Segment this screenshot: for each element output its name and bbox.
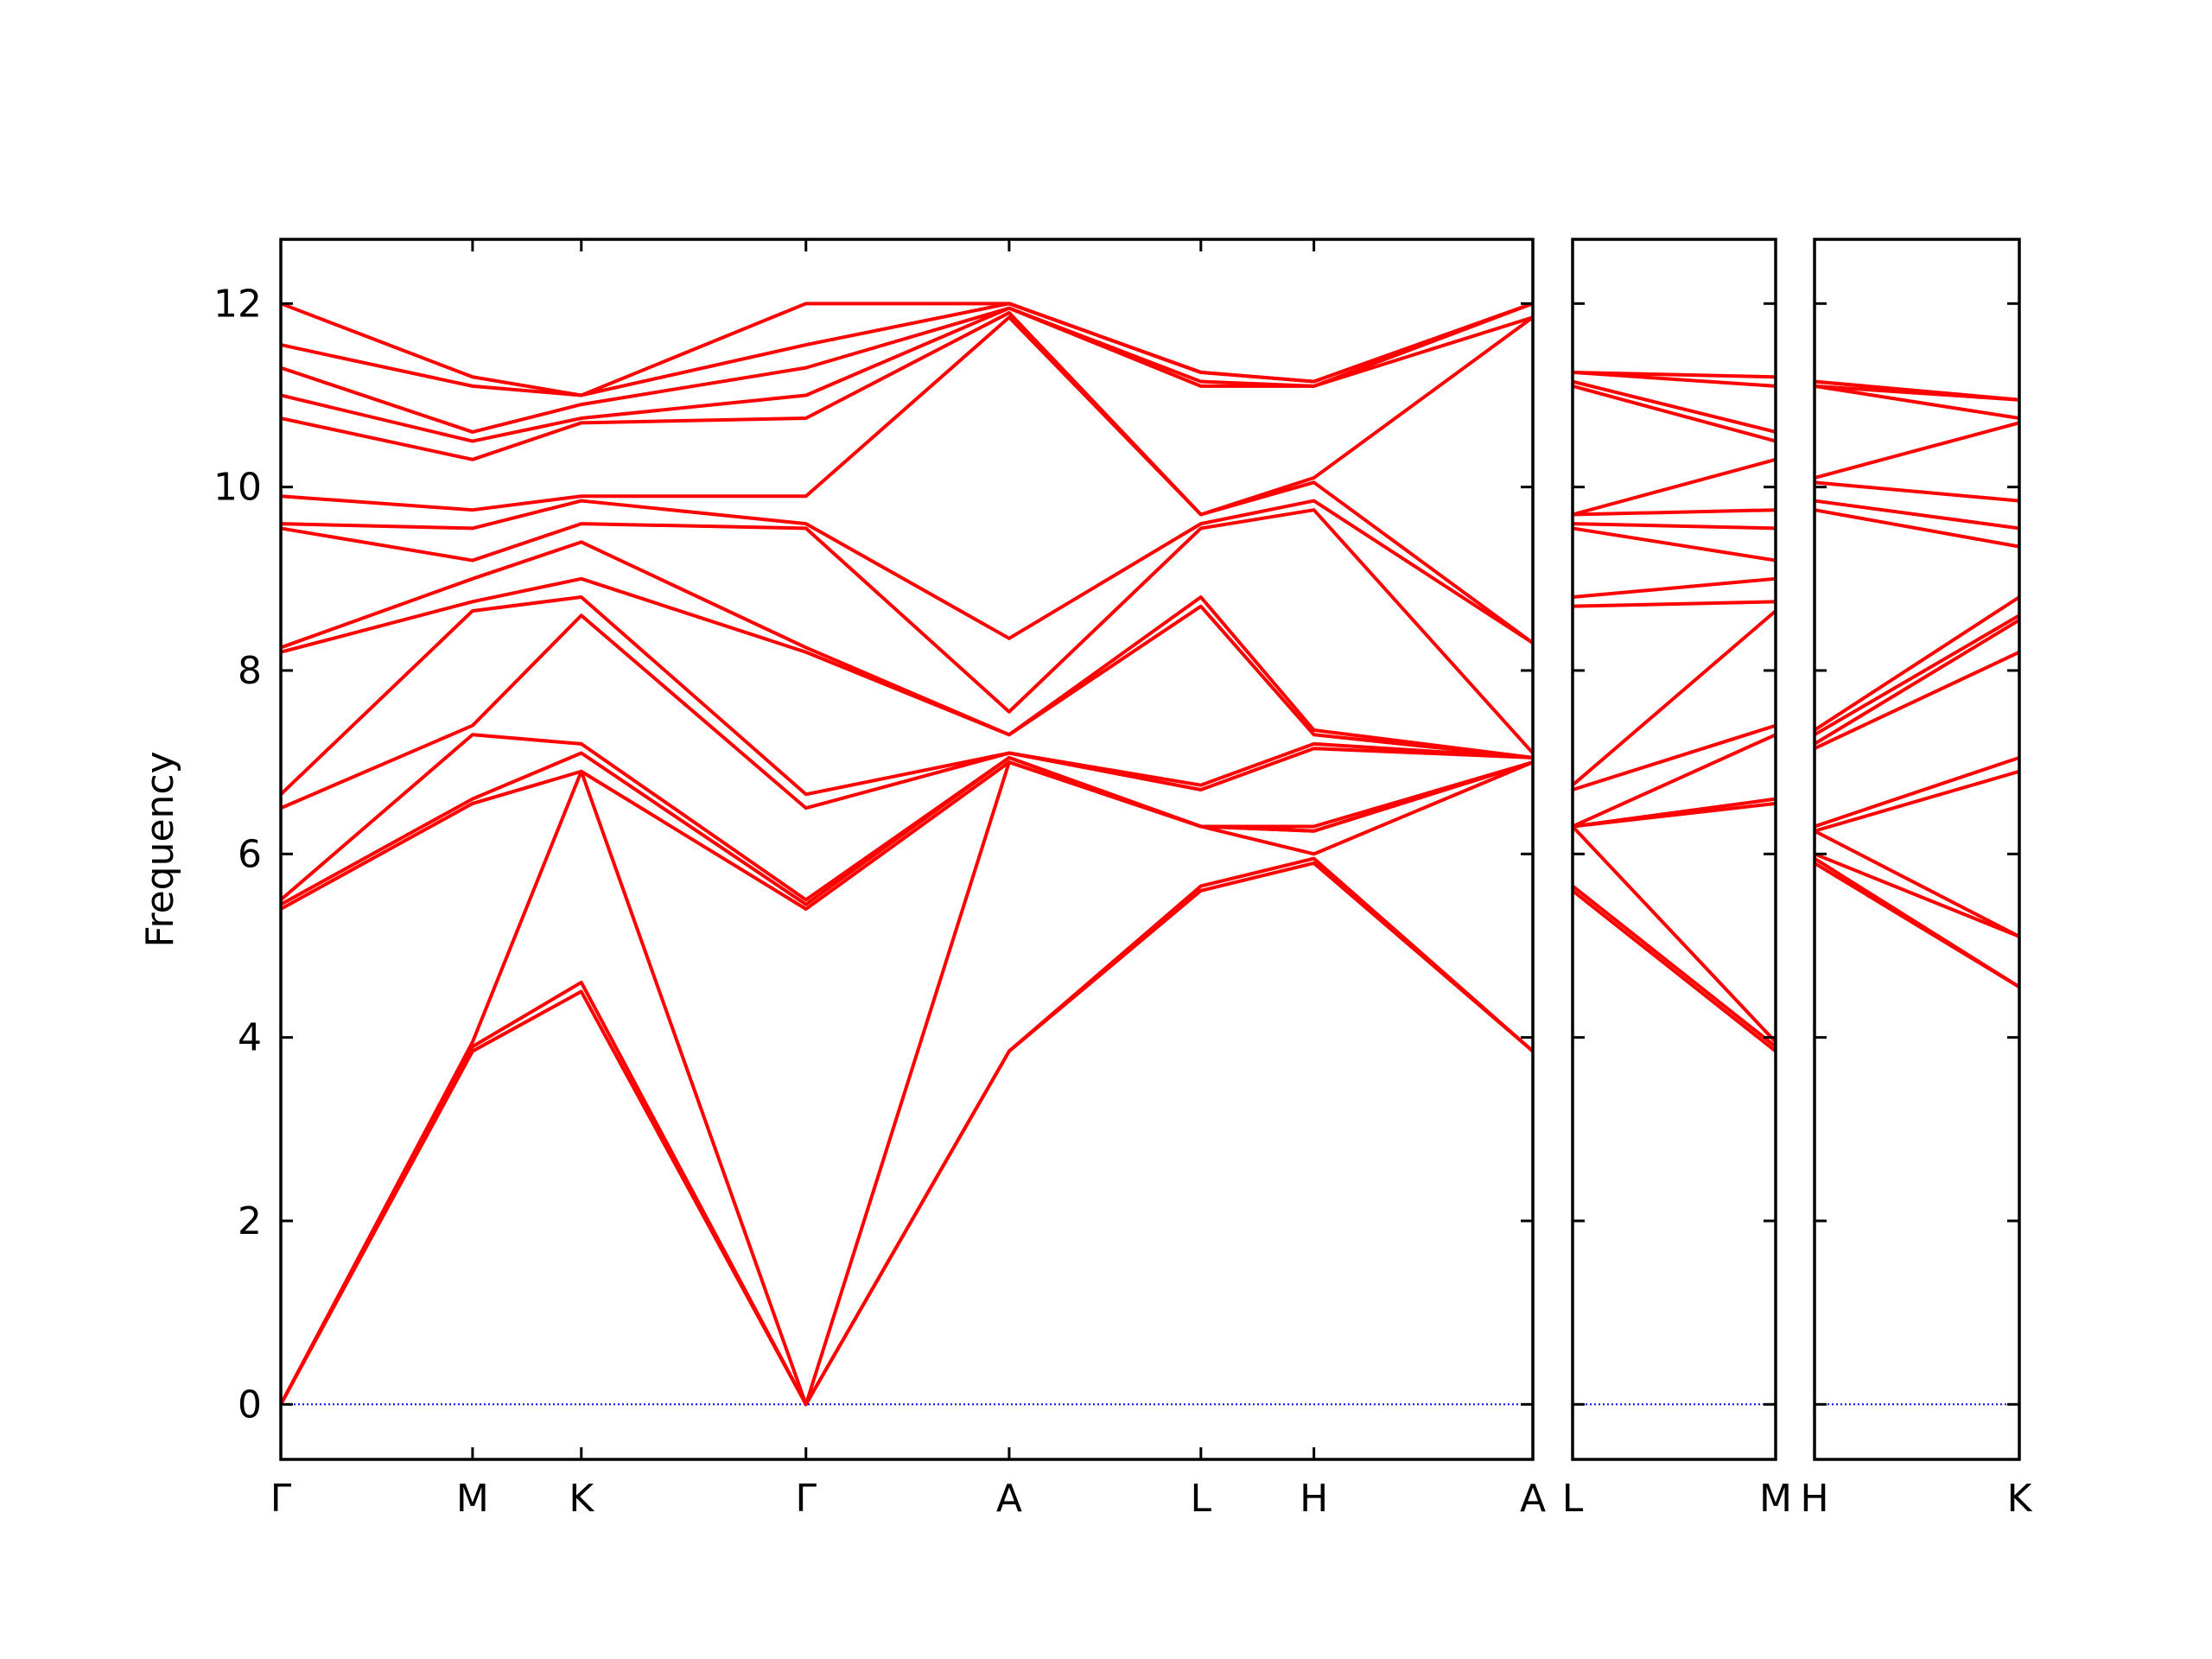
band bbox=[1572, 600, 1777, 608]
x-tick-label: A bbox=[996, 1477, 1022, 1521]
band bbox=[279, 861, 1535, 1407]
x-tick-label: H bbox=[1300, 1477, 1328, 1521]
band bbox=[280, 302, 1534, 434]
x-tick-label: Γ bbox=[795, 1477, 817, 1521]
band bbox=[1814, 852, 2020, 938]
band bbox=[280, 576, 1534, 760]
band bbox=[1814, 755, 2020, 829]
x-tick-label: L bbox=[1191, 1477, 1212, 1521]
band bbox=[1572, 797, 1777, 829]
band bbox=[280, 315, 1535, 645]
plot-frame bbox=[1813, 238, 2021, 1461]
y-tick-label: 2 bbox=[238, 1199, 262, 1243]
band bbox=[1813, 595, 2021, 732]
x-tick-label: K bbox=[569, 1477, 594, 1521]
band bbox=[280, 613, 1534, 810]
band bbox=[1814, 508, 2020, 549]
band bbox=[279, 856, 1535, 1407]
band bbox=[280, 310, 1535, 517]
band bbox=[280, 302, 1534, 397]
band bbox=[1572, 508, 1777, 517]
x-tick-label: K bbox=[2007, 1477, 2033, 1521]
y-tick-label: 8 bbox=[238, 649, 262, 693]
band bbox=[280, 540, 1534, 760]
band bbox=[1572, 723, 1777, 791]
x-tick-label: Γ bbox=[270, 1477, 292, 1521]
band bbox=[280, 751, 1534, 906]
band bbox=[1813, 856, 2021, 988]
y-tick-label: 4 bbox=[238, 1016, 262, 1060]
x-tick-label: M bbox=[1759, 1477, 1792, 1521]
band bbox=[1571, 609, 1777, 787]
x-tick-label: A bbox=[1520, 1477, 1546, 1521]
x-tick-label: L bbox=[1562, 1477, 1584, 1521]
band bbox=[1572, 370, 1777, 379]
band bbox=[280, 302, 1534, 397]
y-tick-label: 6 bbox=[238, 832, 262, 876]
band bbox=[1814, 769, 2020, 833]
y-tick-label: 12 bbox=[213, 282, 262, 326]
band bbox=[1571, 825, 1777, 1044]
band bbox=[1813, 618, 2021, 746]
band bbox=[1814, 379, 2020, 402]
x-tick-label: M bbox=[456, 1477, 489, 1521]
band bbox=[1814, 650, 2020, 751]
y-axis-label: Frequency bbox=[138, 751, 182, 947]
band bbox=[1814, 421, 2020, 480]
band bbox=[1814, 384, 2020, 420]
x-tick-label: H bbox=[1800, 1477, 1828, 1521]
band bbox=[280, 499, 1535, 645]
band bbox=[1572, 526, 1777, 563]
band bbox=[279, 595, 1534, 797]
band bbox=[1572, 384, 1777, 443]
band bbox=[1814, 829, 2020, 938]
y-tick-label: 0 bbox=[238, 1382, 262, 1427]
y-tick-label: 10 bbox=[213, 466, 262, 510]
band bbox=[280, 508, 1535, 754]
band bbox=[279, 733, 1534, 902]
band bbox=[1572, 522, 1777, 531]
panel: 0 2 4 6 8 10 12 Γ M K Γ A L H A Frequency bbox=[138, 238, 1546, 1521]
band bbox=[1813, 613, 2021, 737]
band bbox=[1572, 379, 1777, 434]
band bbox=[1572, 733, 1777, 829]
plot-frame bbox=[1571, 238, 1777, 1461]
band bbox=[1814, 480, 2020, 503]
band bbox=[1571, 884, 1777, 1048]
band bbox=[279, 760, 1534, 1407]
band bbox=[1572, 457, 1777, 517]
band bbox=[1572, 576, 1777, 600]
plot-frame bbox=[279, 238, 1535, 1461]
band bbox=[1571, 889, 1777, 1053]
band bbox=[1814, 499, 2020, 531]
